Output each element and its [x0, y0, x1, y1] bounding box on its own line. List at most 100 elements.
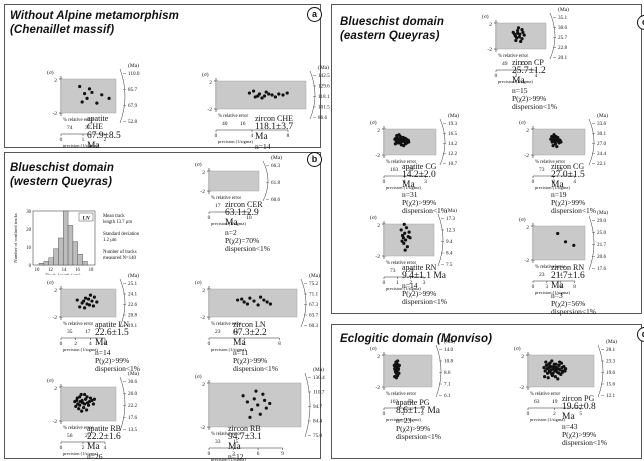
relative-error-value: 40 — [222, 121, 228, 127]
grain-point — [78, 400, 82, 404]
grain-point — [90, 90, 94, 95]
central-age: 14.2±2.0 Ma — [402, 170, 436, 191]
grain-point — [78, 395, 82, 399]
relative-error-label: % relative error — [498, 54, 528, 59]
precision-axis-label: precision (1/sigma) — [218, 139, 253, 144]
relative-error-label: % relative error — [218, 114, 248, 119]
relative-error-label: % relative error — [535, 160, 565, 165]
grain-point — [236, 298, 240, 302]
precision-tick-label: 0 — [383, 411, 386, 417]
confidence-band — [383, 354, 433, 388]
sigma-label: (σ) — [195, 373, 202, 380]
grain-point — [543, 375, 547, 379]
histogram-x-tick: 14 — [62, 268, 67, 273]
grain-point — [87, 303, 92, 307]
arc-tick-label: 30.6 — [558, 25, 567, 31]
sample-label: zircon CHE — [255, 114, 293, 123]
grain-point — [552, 362, 556, 366]
grain-count: n=23 — [396, 416, 412, 426]
grain-point — [545, 367, 549, 371]
grain-point — [242, 300, 246, 304]
chi-square-probability: P(χ2)>99% — [95, 356, 130, 366]
grain-point — [80, 409, 84, 413]
central-age: 67.9±8.5 Ma — [87, 130, 121, 151]
grain-point — [83, 392, 87, 397]
panel-a-title-line-1: Without Alpine metamorphism — [10, 10, 179, 22]
grain-point — [556, 135, 560, 140]
relative-error-value: 103 — [390, 167, 399, 173]
grain-point — [512, 32, 517, 36]
precision-tick-label: 4 — [251, 133, 254, 139]
ma-unit-label: (Ma) — [313, 366, 324, 373]
central-age: 9.4±1.1 Ma — [402, 271, 447, 282]
grain-point — [85, 96, 89, 100]
dispersion: dispersion<1% — [233, 364, 279, 374]
ma-unit-label: (Ma) — [448, 112, 459, 119]
grain-point — [107, 96, 111, 100]
grain-point — [553, 375, 557, 379]
arc-tick-label: 33.6 — [597, 121, 606, 127]
precision-tick-label: 1 — [403, 179, 406, 185]
axis-tick-minus2: -2 — [487, 47, 492, 53]
grain-count: n=11 — [233, 348, 249, 358]
grain-point — [78, 305, 82, 309]
grain-point — [75, 396, 79, 400]
sample-label: apatite PG — [396, 398, 430, 407]
histogram-x-tick: 12 — [48, 268, 53, 273]
grain-point — [252, 397, 256, 401]
grain-point — [82, 405, 86, 410]
precision-tick-label: 0 — [495, 73, 498, 79]
radial-plot-svg: (σ)2-2(Ma)17.312.39.48.47.5% relative er… — [370, 207, 457, 291]
sample-label: zircon PG — [562, 394, 595, 403]
grain-point — [542, 366, 546, 370]
grain-point — [81, 401, 85, 405]
panel-b-title-line-1: Blueschist domain — [10, 162, 114, 174]
confidence-band — [215, 80, 307, 110]
relative-error-value: 29 — [557, 167, 563, 173]
relative-error-label: % relative error — [530, 392, 560, 397]
arc-tick-label: 29.0 — [597, 218, 606, 224]
arc-tick-label: 85.7 — [128, 87, 137, 93]
grain-point — [277, 92, 281, 96]
precision-tick-label: 2 — [409, 280, 412, 286]
grain-point — [268, 302, 272, 306]
precision-tick-label: 2 — [82, 445, 85, 451]
grain-point — [393, 142, 397, 146]
age-arc — [304, 372, 311, 438]
confidence-band — [208, 288, 298, 318]
age-arc — [549, 12, 556, 60]
grain-point — [546, 376, 550, 380]
sigma-label: (σ) — [519, 119, 526, 126]
arc-tick-label: 84.4 — [313, 419, 322, 425]
ma-unit-label: (Ma) — [444, 338, 455, 345]
grain-point — [563, 240, 568, 244]
grain-point — [85, 302, 89, 306]
central-age: 27.0±1.5 Ma — [551, 170, 585, 191]
dispersion: dispersion<1% — [402, 297, 448, 307]
precision-tick-label: 0 — [532, 179, 535, 185]
axis-tick-minus2: -2 — [524, 153, 529, 159]
arc-tick-label: 17.3 — [446, 216, 455, 222]
arc-tick-label: 75.2 — [309, 281, 318, 287]
grain-point — [398, 141, 402, 145]
sample-label: zircon CG — [551, 162, 585, 171]
axis-tick-minus2: -2 — [52, 315, 57, 321]
histogram-bar — [77, 254, 83, 266]
histogram-tag: LN — [81, 216, 90, 222]
precision-tick-label: 2 — [515, 73, 518, 79]
radial-plot-svg: (σ)2-2(Ma)25.124.122.620.819.1% relative… — [47, 272, 139, 352]
arc-tick-label: 28.1 — [606, 347, 615, 353]
arc-tick-label: 24.1 — [128, 292, 137, 298]
grain-point — [397, 363, 401, 367]
central-age: 22.6±1.5 Ma — [95, 328, 129, 349]
panel-d-title-line-1: Eclogitic domain (Monviso) — [340, 333, 493, 345]
arc-tick-label: 61.8 — [271, 180, 280, 186]
grain-point — [553, 140, 557, 144]
relative-error-value: 33 — [215, 439, 221, 445]
grain-point — [564, 367, 568, 371]
precision-tick-label: 2 — [74, 341, 77, 347]
panel-a: Without Alpine metamorphism (Chenaillet … — [4, 4, 330, 167]
grain-point — [91, 402, 96, 406]
radial-plot-svg: (σ)2-2(Ma)33.630.127.024.422.1% relative… — [519, 112, 608, 190]
grain-point — [550, 134, 554, 139]
